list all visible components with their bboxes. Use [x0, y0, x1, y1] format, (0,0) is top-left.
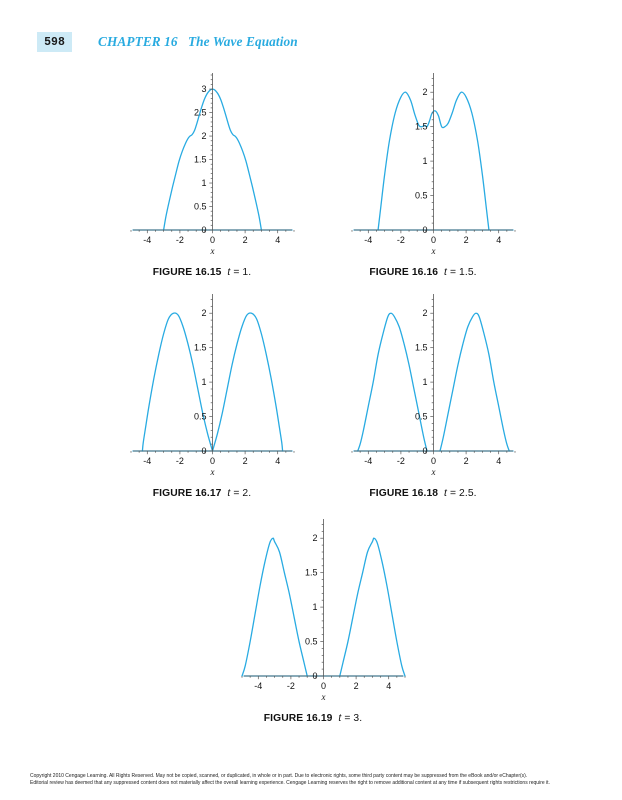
svg-text:-2: -2 [287, 681, 295, 691]
svg-text:2: 2 [464, 456, 469, 466]
svg-text:2: 2 [422, 308, 427, 318]
svg-text:x: x [321, 692, 326, 702]
svg-text:2.5: 2.5 [194, 108, 207, 118]
svg-text:4: 4 [496, 456, 501, 466]
svg-text:1: 1 [201, 377, 206, 387]
svg-text:0.5: 0.5 [415, 412, 428, 422]
svg-text:1.5: 1.5 [194, 343, 207, 353]
svg-text:-4: -4 [143, 456, 151, 466]
svg-text:0.5: 0.5 [194, 202, 207, 212]
svg-text:0: 0 [201, 225, 206, 235]
svg-text:-4: -4 [364, 235, 372, 245]
svg-text:0: 0 [431, 235, 436, 245]
svg-text:1: 1 [422, 377, 427, 387]
svg-text:-4: -4 [143, 235, 151, 245]
svg-text:0: 0 [431, 456, 436, 466]
svg-text:x: x [431, 246, 436, 256]
svg-text:2: 2 [243, 235, 248, 245]
svg-text:0: 0 [312, 671, 317, 681]
svg-text:0.5: 0.5 [194, 412, 207, 422]
svg-text:1.5: 1.5 [194, 155, 207, 165]
svg-text:x: x [210, 467, 215, 477]
svg-text:-4: -4 [254, 681, 262, 691]
svg-text:2: 2 [312, 533, 317, 543]
svg-text:-2: -2 [176, 456, 184, 466]
svg-text:-2: -2 [397, 456, 405, 466]
svg-text:1.5: 1.5 [305, 568, 318, 578]
svg-text:2: 2 [201, 308, 206, 318]
svg-text:0: 0 [422, 446, 427, 456]
svg-text:0: 0 [201, 446, 206, 456]
svg-text:1.5: 1.5 [415, 343, 428, 353]
svg-text:4: 4 [275, 456, 280, 466]
svg-text:-2: -2 [397, 235, 405, 245]
svg-text:3: 3 [201, 84, 206, 94]
svg-text:1: 1 [312, 602, 317, 612]
svg-text:0: 0 [210, 456, 215, 466]
svg-text:2: 2 [464, 235, 469, 245]
svg-text:0: 0 [321, 681, 326, 691]
svg-text:0.5: 0.5 [415, 191, 428, 201]
svg-text:1.5: 1.5 [415, 122, 428, 132]
svg-text:0: 0 [210, 235, 215, 245]
svg-text:2: 2 [354, 681, 359, 691]
svg-text:1: 1 [422, 156, 427, 166]
svg-text:2: 2 [243, 456, 248, 466]
svg-text:4: 4 [496, 235, 501, 245]
svg-text:1: 1 [201, 178, 206, 188]
svg-text:x: x [431, 467, 436, 477]
svg-text:-2: -2 [176, 235, 184, 245]
svg-text:2: 2 [201, 131, 206, 141]
svg-text:x: x [210, 246, 215, 256]
svg-text:2: 2 [422, 87, 427, 97]
svg-text:-4: -4 [364, 456, 372, 466]
svg-text:4: 4 [386, 681, 391, 691]
svg-text:4: 4 [275, 235, 280, 245]
svg-text:0.5: 0.5 [305, 637, 318, 647]
svg-text:0: 0 [422, 225, 427, 235]
